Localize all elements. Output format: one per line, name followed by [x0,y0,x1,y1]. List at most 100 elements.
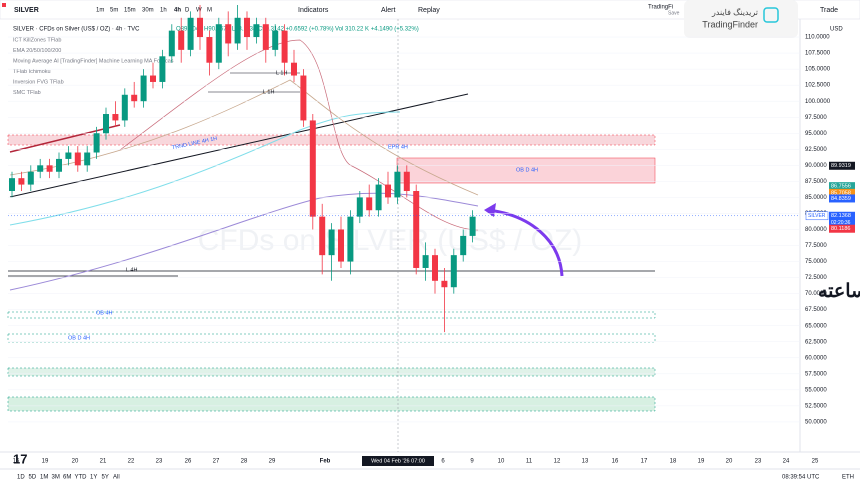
candle-body [168,30,175,57]
candle-body [356,197,363,217]
y-tick-label: 72.5000 [805,275,827,281]
note: حرکت قیمت به سمت اردربلاک 4 ساعته [818,281,860,302]
annotation: EPR 4H [388,144,408,150]
timeframe-button[interactable]: D [185,8,190,14]
y-tick-label: 65.0000 [805,323,827,329]
candle-body [460,235,467,256]
indicator-name: EMA 20/50/100/200 [13,48,61,54]
x-tick-label: 16 [13,459,20,465]
candle-body [27,171,34,185]
candle-body [441,280,448,288]
timeframe-button[interactable]: 15m [124,8,136,14]
candle-body [159,56,166,82]
y-tick-label: 77.5000 [805,243,827,249]
annotation: L 1H [276,70,287,76]
y-tick-label: 50.0000 [805,420,827,426]
candle-body [215,24,222,63]
y-tick-label: 107.5000 [805,51,831,57]
range-button[interactable]: 1D [17,475,25,481]
timeframe-button[interactable]: W [196,8,202,14]
save-brand[interactable]: TradingFi [648,5,673,11]
y-tick-label: 92.5000 [805,147,827,153]
candle-body [56,158,62,172]
timeframe-button[interactable]: 30m [142,8,154,14]
timeframe-button[interactable]: 1h [160,8,167,14]
countdown: 02:20:36 [831,220,851,226]
annotation: OB D 4H [68,335,90,341]
price-tag-text: 85.7058 [831,190,851,196]
range-button[interactable]: YTD [75,475,88,481]
crosshair-date-box [362,456,434,466]
annotation: L 4H [126,267,137,273]
candle-body [103,114,109,134]
tv-logo: 17 [13,451,27,466]
range-button[interactable]: 5Y [102,475,109,481]
x-tick-label: 20 [726,459,733,465]
ob-zone [7,311,656,319]
save[interactable]: Save [668,10,680,16]
annotation: OB 4H [96,310,113,316]
candle-body [272,30,279,50]
indicators-button[interactable]: Indicators [298,7,329,14]
y-tick-label: 105.0000 [805,67,831,73]
candle-body [37,165,44,172]
price-tag [829,211,855,227]
timeframe-button[interactable]: M [207,8,212,14]
x-tick-label: 21 [100,459,107,465]
range-button[interactable]: 1M [40,475,48,481]
ema-line [9,111,401,226]
crosshair-date: Wed 04 Feb '26 07:00 [371,458,425,464]
y-tick-label: 52.5000 [805,403,827,409]
candle-body [432,255,438,281]
indicator-name: TFlab Ichimoku [13,69,51,75]
candle-body [403,171,410,191]
y-tick-label: 75.0000 [805,259,827,265]
range-button[interactable]: All [113,475,120,481]
candle-body [413,190,420,268]
symbol[interactable]: SILVER [14,7,39,14]
x-tick-label: 22 [128,459,135,465]
range-button[interactable]: 6M [63,475,71,481]
range-button[interactable]: 5D [29,475,37,481]
replay-button[interactable]: Replay [418,7,440,14]
candle-body [375,184,382,211]
price-tag-text: 84.8359 [831,196,851,202]
ob-zone [7,333,656,343]
x-tick-label: 25 [812,459,819,465]
candle-body [18,178,25,185]
watermark: CFDs on SILVER (US$ / OZ) [198,224,583,257]
legend-title: SILVER · CFDs on Silver (US$ / OZ) · 4h … [13,27,140,33]
arrow [487,208,564,277]
candle-body [131,94,138,102]
x-tick-label: Feb [320,459,331,465]
candle-body [234,17,241,44]
candle-body [187,17,194,50]
x-tick-label: 20 [72,459,79,465]
timeframe-button[interactable]: 1m [96,8,104,14]
logo-en: TradingFinder [702,19,758,29]
range-button[interactable]: 3M [52,475,60,481]
menu-icon[interactable] [2,3,6,7]
timeframe-button[interactable]: 4h [174,8,181,14]
y-tick-label: 95.0000 [805,131,827,137]
candle-body [328,229,335,256]
candle-body [9,178,15,191]
annotation: OB D 4H [516,167,538,173]
legend-vol: Vol 310.22 K +4.1490 (+5.32%) [335,27,419,33]
currency[interactable]: USD [830,27,843,33]
x-tick-label: 9 [470,459,474,465]
alert-button[interactable]: Alert [381,7,395,14]
y-tick-label: 60.0000 [805,355,827,361]
range-button[interactable]: 1Y [90,475,97,481]
y-tick-label: 102.5000 [805,83,831,89]
trade-button[interactable]: Trade [820,7,838,14]
candle-body [309,120,316,217]
candle-body [121,94,128,121]
timeframe-button[interactable]: 5m [110,8,118,14]
candle-body [253,24,260,38]
x-tick-label: 17 [641,459,648,465]
x-tick-label: 28 [241,459,248,465]
x-tick-label: 11 [526,459,533,465]
price-tag [829,182,855,191]
candle-body [347,216,354,262]
